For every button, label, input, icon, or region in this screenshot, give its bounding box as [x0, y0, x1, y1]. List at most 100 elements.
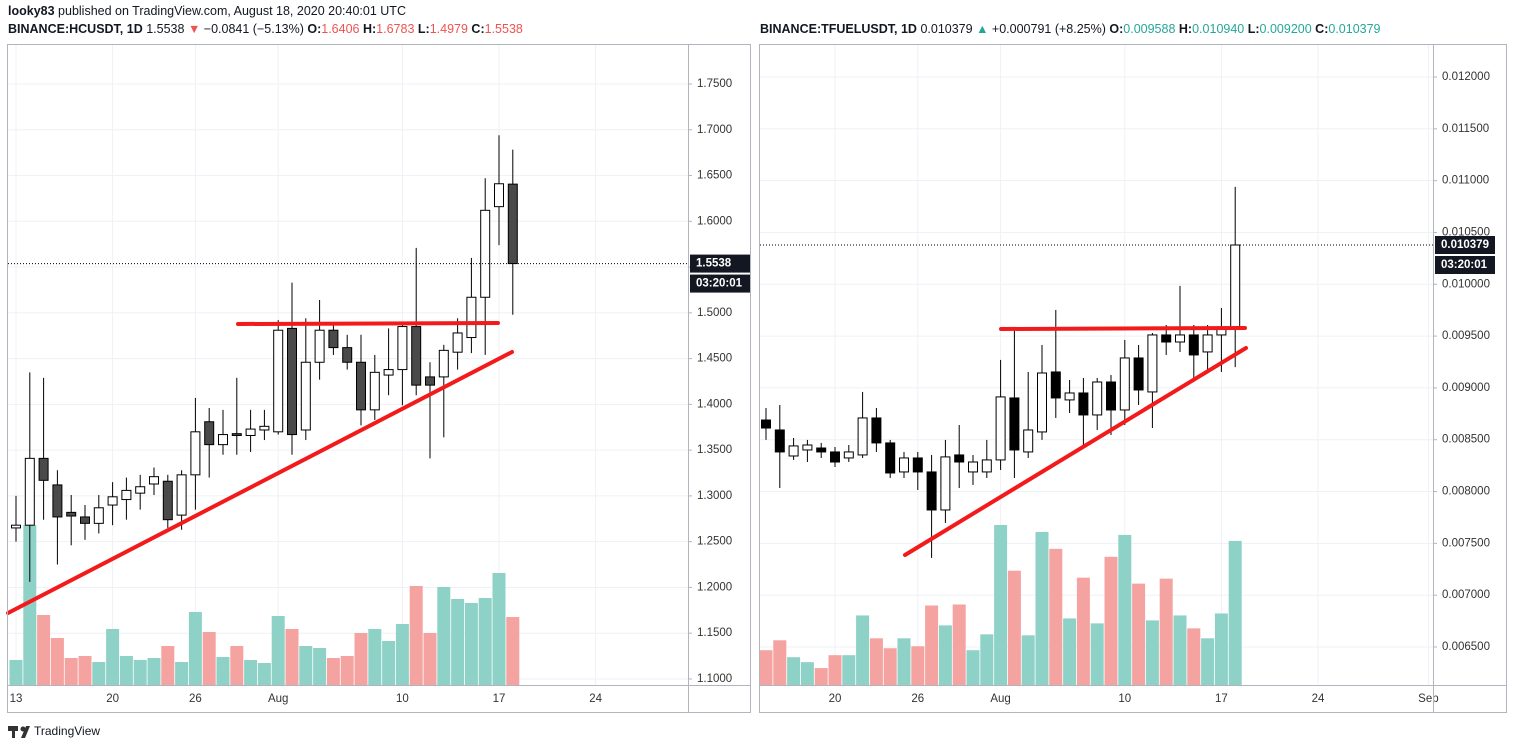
candle-body: [1078, 392, 1089, 416]
volume-bar: [478, 598, 492, 685]
candle-body: [52, 484, 63, 518]
y-tick-label: 1.3000: [697, 490, 732, 502]
volume-bar: [119, 656, 133, 685]
candle-body: [93, 507, 104, 524]
volume-bar: [814, 668, 828, 685]
y-tick-label: 1.7000: [697, 124, 732, 136]
candle-body: [480, 209, 491, 298]
symbol: BINANCE:TFUELUSDT, 1D: [760, 22, 917, 36]
logo-mark: [21, 726, 30, 738]
volume-bar: [23, 525, 37, 685]
right-panel: [759, 44, 1507, 713]
volume-bar: [1214, 613, 1228, 685]
candle-body: [452, 332, 463, 353]
ohlc-label: O:: [1109, 22, 1123, 36]
volume-bar: [244, 660, 258, 685]
brand: TradingView: [34, 724, 100, 738]
x-tick-label: 20: [829, 693, 842, 705]
volume-bar: [313, 648, 327, 685]
symbol-line: BINANCE:HCUSDT, 1D 1.5538 ▼ −0.0841 (−5.…: [8, 22, 523, 36]
candle-body: [383, 369, 394, 376]
y-tick-label: 0.006500: [1442, 641, 1490, 653]
candle-body: [149, 476, 159, 485]
volume-bar: [911, 646, 925, 685]
y-tick-label: 1.2500: [697, 536, 732, 548]
candle-body: [190, 431, 201, 476]
ohlc-value: 1.4979: [430, 22, 468, 36]
y-tick-label: 0.011500: [1442, 123, 1489, 135]
y-tick-label: 0.008000: [1442, 486, 1490, 498]
volume-bar: [1187, 628, 1201, 685]
candle-body: [1064, 392, 1075, 401]
change-arrow: ▲: [976, 22, 988, 36]
volume-bar: [759, 650, 773, 685]
ohlc-label: L:: [1248, 22, 1260, 36]
candle-body: [162, 480, 173, 521]
candle-body: [1188, 334, 1199, 356]
countdown-label: 03:20:01: [696, 278, 743, 290]
volume-bar: [202, 632, 216, 685]
volume-bar: [409, 586, 423, 685]
candle-body: [940, 456, 951, 511]
left-panel: [7, 44, 751, 713]
volume-bar: [382, 641, 396, 685]
volume-bar: [994, 525, 1008, 685]
volume-bar: [285, 629, 299, 685]
y-tick-label: 1.5000: [697, 307, 732, 319]
candle-body: [494, 183, 504, 208]
volume-bar: [326, 658, 340, 685]
volume-bar: [106, 629, 120, 685]
publish-line: looky83 published on TradingView.com, Au…: [8, 4, 406, 18]
last-price: 0.010379: [920, 22, 972, 36]
y-tick-label: 1.3500: [697, 444, 732, 456]
change: −0.0841 (−5.13%): [204, 22, 304, 36]
candle-body: [411, 326, 422, 386]
candle-body: [788, 445, 799, 457]
y-tick-label: 1.2000: [697, 581, 732, 593]
candle-body: [287, 327, 297, 436]
volume-bar: [216, 657, 230, 685]
ohlc-value: 1.6406: [321, 22, 359, 36]
last-price-label: 1.5538: [696, 258, 732, 270]
candle-body: [107, 496, 118, 506]
volume-bar: [1118, 534, 1132, 685]
y-tick-label: 0.008500: [1442, 434, 1490, 446]
support-line: [903, 346, 1248, 557]
candle-body: [273, 329, 284, 433]
volume-bar: [1007, 570, 1021, 685]
last-price: 1.5538: [146, 22, 184, 36]
y-tick-label: 0.010000: [1442, 278, 1490, 290]
x-tick-label: 17: [1215, 693, 1228, 705]
x-tick-label: 10: [1118, 693, 1131, 705]
countdown-box: [690, 274, 750, 293]
symbol-line: BINANCE:TFUELUSDT, 1D 0.010379 ▲ +0.0007…: [760, 22, 1381, 36]
x-tick-label: Aug: [990, 693, 1010, 705]
volume-bar: [506, 617, 520, 685]
volume-bar: [9, 660, 23, 685]
candle-body: [1133, 357, 1144, 391]
ohlc-value: 0.009588: [1123, 22, 1175, 36]
ohlc-label: C:: [1315, 22, 1328, 36]
candle-body: [761, 419, 771, 429]
volume-bar: [78, 656, 92, 685]
y-tick-label: 0.009500: [1442, 330, 1490, 342]
y-tick-label: 1.1000: [697, 673, 732, 685]
ohlc-label: L:: [418, 22, 430, 36]
ohlc-value: 0.010940: [1192, 22, 1244, 36]
volume-bar: [437, 587, 451, 685]
volume-bar: [464, 603, 478, 685]
panel-borders: [7, 44, 1507, 713]
volume-bar: [966, 650, 980, 685]
candle-body: [38, 457, 49, 481]
candle-body: [1023, 429, 1034, 453]
candle-body: [328, 329, 339, 349]
change-arrow: ▼: [188, 22, 200, 36]
candle-body: [816, 447, 827, 453]
last-price-box: [690, 254, 750, 273]
volume-bar: [856, 615, 870, 685]
candle-body: [218, 434, 228, 446]
volume-bar: [161, 646, 175, 685]
candle-body: [425, 376, 435, 386]
